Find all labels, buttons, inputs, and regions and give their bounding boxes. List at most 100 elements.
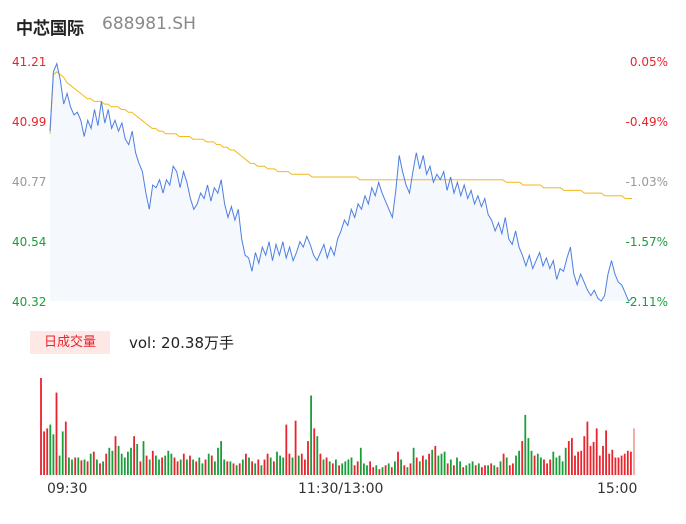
volume-bar [359,447,362,475]
volume-bar [443,451,446,475]
volume-bar [182,453,185,475]
volume-bar [505,457,508,475]
volume-bar [123,457,126,475]
volume-bar [592,442,595,475]
volume-bar [366,465,368,475]
volume-bar [586,421,589,475]
volume-bar [40,378,42,475]
volume-bar [499,461,502,475]
volume-bar [580,450,583,476]
volume-bar [518,450,520,476]
volume-bar [617,457,620,475]
volume-bar [71,459,73,475]
volume-bar [43,431,45,475]
volume-bar [64,421,67,475]
price-tick-label: 40.54 [12,235,47,249]
volume-bar [238,463,241,475]
volume-bar [46,428,49,475]
volume-bar [555,457,558,475]
price-tick-label: 41.21 [12,55,47,69]
volume-bar [387,463,390,475]
volume-bar [502,453,505,475]
volume-tab[interactable]: 日成交量 [30,331,110,354]
volume-bar [574,455,576,475]
volume-bar [192,459,194,475]
average-price-line [49,71,632,199]
volume-bar [493,465,496,475]
volume-bar [80,460,83,475]
volume-bar [462,467,465,475]
volume-bar [155,455,157,475]
volume-bar [186,459,188,475]
pct-tick-label: -0.49% [625,115,668,129]
stock-name: 中芯国际 [16,19,84,39]
volume-bar [598,455,601,475]
volume-bar [614,457,617,475]
volume-bar [273,461,275,475]
pct-tick-label: -1.57% [625,235,668,249]
volume-bar [409,463,412,475]
volume-bar [446,463,449,475]
volume-bar [102,461,104,475]
volume-bar [524,414,527,475]
volume-bar [372,467,375,475]
volume-bar [484,465,486,475]
volume-bar [86,461,89,475]
volume-bar [229,461,232,475]
volume-bar [232,463,235,475]
volume-bar [338,465,340,475]
volume-bar [521,441,524,475]
volume-bar [310,395,312,475]
volume-bar [428,453,430,475]
volume-bar [214,461,216,475]
volume-bar [620,455,623,475]
volume-bar [68,457,70,475]
pct-tick-label: 0.05% [629,55,668,69]
volume-bar [425,459,427,475]
volume-bar [204,459,207,475]
volume-bar [167,450,170,476]
volume-bar [341,463,344,475]
volume-bar [471,461,474,475]
volume-bar [108,447,111,475]
volume-bar [623,453,626,475]
volume-bar [288,453,291,475]
volume-bar [468,463,471,475]
volume-bar [626,450,629,476]
volume-bar [151,450,154,476]
volume-bar [527,438,530,475]
volume-bar [394,461,396,475]
volume-bar [61,431,64,475]
volume-bar [297,455,300,475]
volume-bar [325,457,328,475]
volume-bar [226,461,229,475]
volume-bar [161,457,163,475]
x-tick-label: 11:30/13:00 [298,481,384,497]
volume-bar [254,463,257,475]
volume-bar [158,459,160,475]
volume-bar [235,465,238,475]
volume-bar [608,453,611,475]
volume-bar [328,461,331,475]
volume-bar [220,441,222,475]
volume-bar [453,465,455,475]
volume-bar [449,459,452,475]
volume-bar [490,463,493,475]
volume-bar [512,463,514,475]
volume-bar [589,445,592,475]
volume-bar [456,457,458,475]
volume-bar [400,459,402,475]
volume-bar [111,450,114,476]
volume-bar [567,441,570,475]
volume-bar [422,455,424,475]
volume-bar [285,424,288,475]
volume-bar [195,461,198,475]
volume-bar [533,455,536,475]
volume-bar [335,459,337,475]
volume-bar [260,465,263,475]
volume-bar [114,436,117,475]
volume-summary: vol: 20.38万手 [129,334,234,352]
volume-bar [397,451,399,475]
volume-bar [127,451,129,475]
